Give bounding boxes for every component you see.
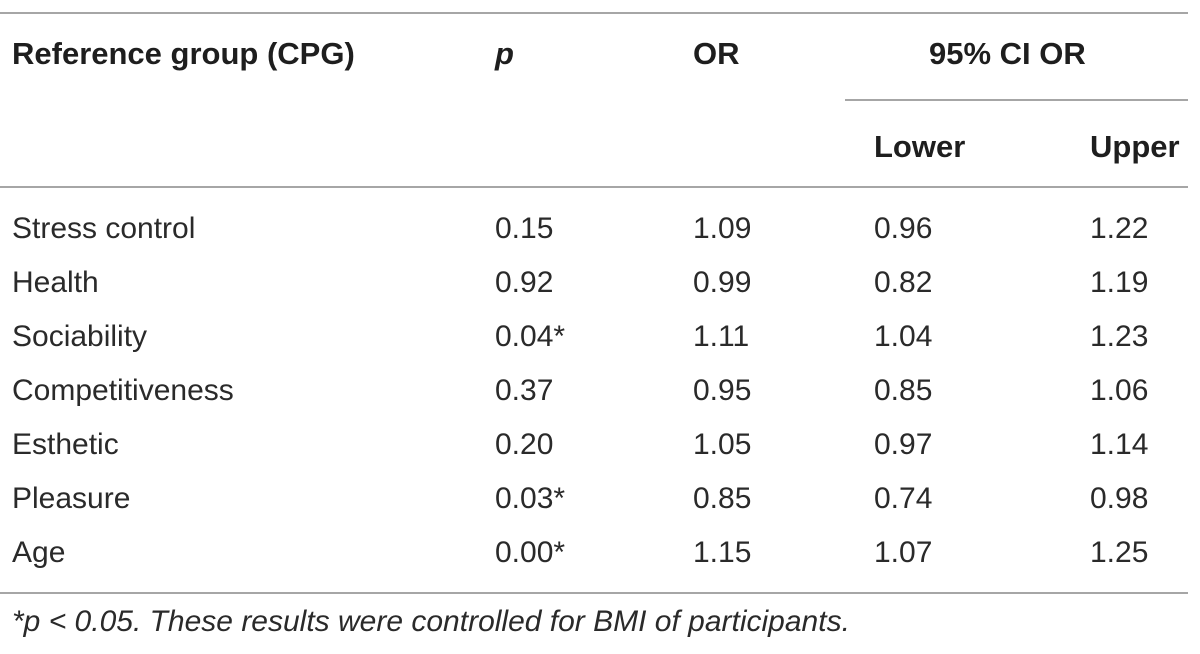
header-lower: Lower xyxy=(874,129,966,164)
row-ci-lower: 0.74 xyxy=(874,482,933,515)
row-ci-lower: 1.07 xyxy=(874,536,933,569)
row-ci-upper: 1.19 xyxy=(1090,266,1149,299)
row-p-value: 0.03* xyxy=(495,482,566,515)
row-ci-upper: 1.22 xyxy=(1090,212,1149,245)
row-or: 1.15 xyxy=(693,536,752,569)
header-or: OR xyxy=(693,36,740,71)
header-rule xyxy=(0,186,1188,188)
row-or: 1.11 xyxy=(693,320,750,353)
row-or: 1.05 xyxy=(693,428,752,461)
table-row: Pleasure 0.03* 0.85 0.74 0.98 xyxy=(0,472,1200,526)
header-upper: Upper xyxy=(1090,129,1180,164)
row-ci-lower: 0.82 xyxy=(874,266,933,299)
top-rule xyxy=(0,12,1188,14)
row-p-value: 0.92 xyxy=(495,266,554,299)
table-row: Esthetic 0.20 1.05 0.97 1.14 xyxy=(0,418,1200,472)
row-p-value: 0.15 xyxy=(495,212,554,245)
row-label: Sociability xyxy=(12,320,148,353)
row-label: Age xyxy=(12,536,66,569)
table-row: Age 0.00* 1.15 1.07 1.25 xyxy=(0,526,1200,580)
row-ci-lower: 1.04 xyxy=(874,320,933,353)
row-p-value: 0.20 xyxy=(495,428,554,461)
row-ci-upper: 1.14 xyxy=(1090,428,1149,461)
row-label: Pleasure xyxy=(12,482,131,515)
row-label: Health xyxy=(12,266,99,299)
row-or: 0.99 xyxy=(693,266,752,299)
row-p-value: 0.37 xyxy=(495,374,554,407)
row-p-value: 0.00* xyxy=(495,536,566,569)
row-label: Stress control xyxy=(12,212,196,245)
row-or: 0.85 xyxy=(693,482,752,515)
table-row: Competitiveness 0.37 0.95 0.85 1.06 xyxy=(0,364,1200,418)
row-ci-upper: 1.25 xyxy=(1090,536,1149,569)
table-row: Stress control 0.15 1.09 0.96 1.22 xyxy=(0,202,1200,256)
bottom-rule xyxy=(0,592,1188,594)
table-row: Health 0.92 0.99 0.82 1.19 xyxy=(0,256,1200,310)
header-reference-group: Reference group (CPG) xyxy=(12,36,355,71)
row-label: Esthetic xyxy=(12,428,119,461)
row-ci-upper: 1.06 xyxy=(1090,374,1149,407)
row-or: 1.09 xyxy=(693,212,752,245)
ci-rule xyxy=(845,99,1188,101)
row-ci-upper: 0.98 xyxy=(1090,482,1149,515)
row-or: 0.95 xyxy=(693,374,752,407)
row-ci-lower: 0.97 xyxy=(874,428,933,461)
table-row: Sociability 0.04* 1.11 1.04 1.23 xyxy=(0,310,1200,364)
row-ci-lower: 0.96 xyxy=(874,212,933,245)
header-p: p xyxy=(495,36,514,71)
header-ci: 95% CI OR xyxy=(929,36,1086,71)
footnote: *p < 0.05. These results were controlled… xyxy=(12,605,850,638)
row-p-value: 0.04* xyxy=(495,320,566,353)
row-ci-lower: 0.85 xyxy=(874,374,933,407)
row-ci-upper: 1.23 xyxy=(1090,320,1149,353)
row-label: Competitiveness xyxy=(12,374,234,407)
